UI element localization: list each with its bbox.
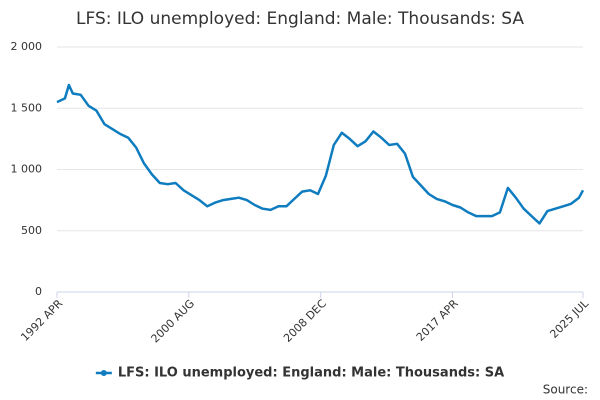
y-tick-label: 1 000 xyxy=(11,163,43,176)
y-tick-label: 2 000 xyxy=(11,40,43,53)
y-tick-label: 1 500 xyxy=(11,101,43,114)
x-tick-label: 2000 AUG xyxy=(149,297,198,346)
x-tick-label: 2025 JUL xyxy=(547,296,591,340)
source: Source: xyxy=(543,383,588,397)
y-tick-label: 500 xyxy=(21,224,42,237)
x-tick-label: 2008 DEC xyxy=(281,297,329,345)
x-tick-label: 1992 APR xyxy=(18,297,65,344)
chart-title: LFS: ILO unemployed: England: Male: Thou… xyxy=(76,9,524,29)
x-tick-label: 2017 APR xyxy=(414,297,461,344)
y-tick-label: 0 xyxy=(35,285,42,298)
legend-marker xyxy=(100,370,107,376)
series-line xyxy=(56,83,585,225)
legend-label: LFS: ILO unemployed: England: Male: Thou… xyxy=(118,366,504,381)
